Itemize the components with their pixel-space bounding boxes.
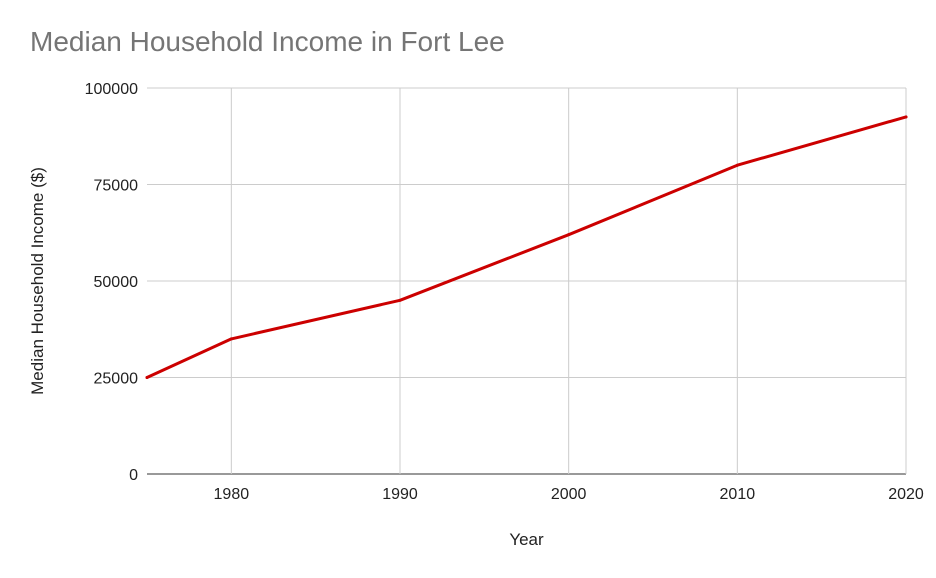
y-tick-label: 50000	[94, 274, 139, 291]
data-point	[229, 337, 233, 341]
chart-title: Median Household Income in Fort Lee	[30, 26, 505, 57]
data-point	[567, 233, 571, 237]
series	[145, 115, 908, 379]
series-line	[145, 115, 908, 379]
x-axis-label: Year	[509, 530, 544, 549]
y-tick-label: 25000	[94, 371, 139, 388]
x-tick-labels: 1980 1990 2000 2010 2020	[214, 486, 924, 503]
data-point	[735, 163, 739, 167]
data-point	[145, 376, 149, 379]
y-tick-label: 0	[129, 467, 138, 484]
data-point	[398, 298, 402, 302]
data-point	[904, 115, 908, 119]
x-tick-label: 1980	[214, 486, 250, 503]
y-tick-label: 100000	[85, 81, 138, 98]
x-tick-label: 2010	[720, 486, 756, 503]
y-tick-label: 75000	[94, 178, 139, 195]
x-tick-label: 2000	[551, 486, 587, 503]
grid	[147, 87, 907, 475]
x-tick-label: 2020	[888, 486, 924, 503]
x-tick-label: 1990	[382, 486, 418, 503]
y-axis-label: Median Household Income ($)	[28, 167, 47, 395]
y-tick-labels: 0 25000 50000 75000 100000	[85, 81, 138, 484]
